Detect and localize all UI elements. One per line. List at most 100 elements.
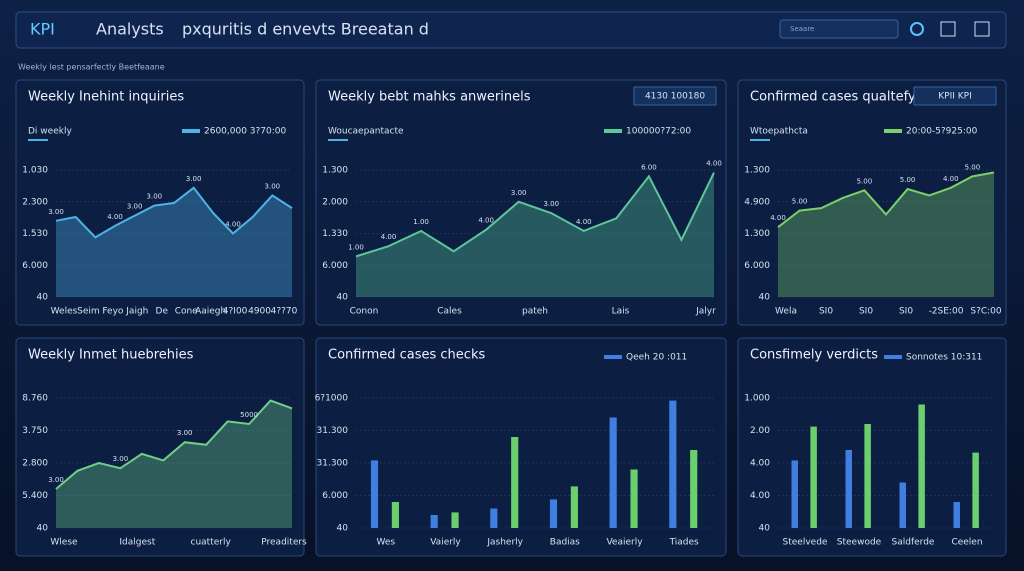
data-label: 5.00: [792, 198, 808, 206]
panel-title: Confirmed cases checks: [328, 348, 485, 363]
y-tick-label: 5.400: [22, 491, 48, 501]
x-tick-label: Steewode: [837, 538, 882, 548]
x-tick-label: Steelvede: [783, 538, 828, 548]
legend-label: 2600,000 3?70:00: [204, 127, 287, 137]
legend-swatch: [604, 129, 622, 133]
icon-button[interactable]: [974, 21, 990, 37]
x-tick-label: Jasherly: [486, 538, 523, 548]
legend-swatch: [182, 129, 200, 133]
app-name: Analysts: [96, 20, 164, 39]
area-fill: [356, 172, 714, 297]
line: [355, 172, 715, 258]
line: [55, 399, 293, 490]
x-tick-label: Seim: [77, 307, 100, 317]
bar: [391, 502, 399, 528]
y-tick-label: 1.030: [22, 166, 48, 176]
x-tick-label: Conon: [350, 307, 379, 317]
y-tick-label: 40: [337, 293, 349, 303]
data-label: 4.00: [706, 160, 722, 168]
x-tick-label: Weles: [51, 307, 78, 317]
panel-subtitle: Woucaepantacte: [328, 127, 404, 137]
bar: [549, 499, 558, 528]
legend-label: 100000?72:00: [626, 127, 691, 137]
bar: [370, 460, 379, 528]
x-tick-label: 4??70: [271, 307, 298, 317]
legend-swatch: [884, 129, 902, 133]
data-label: 4.00: [225, 221, 241, 229]
x-tick-label: Ceelen: [951, 538, 982, 548]
data-label: 3.00: [265, 182, 281, 190]
icon-button[interactable]: [940, 21, 956, 37]
y-tick-label: 40: [337, 524, 349, 534]
panel: [15, 337, 305, 557]
data-label: 6.00: [641, 163, 657, 171]
x-tick-label: Veaierly: [606, 538, 643, 548]
x-tick-label: Badias: [550, 538, 580, 548]
legend-label: Sonnotes 10:311: [906, 353, 982, 363]
legend-label: Qeeh 20 :011: [626, 353, 687, 363]
x-tick-label: Idalgest: [119, 538, 155, 548]
panel-subtitle: Di weekly: [28, 127, 72, 137]
x-tick-label: Preaditers: [261, 538, 307, 548]
subheader: Weekly lest pensarfectly Beetfeaane: [18, 63, 165, 72]
data-label: 5.00: [965, 163, 981, 171]
x-tick-label: Wela: [775, 307, 797, 317]
data-label: 4.00: [943, 175, 959, 183]
panel-title: Weekly Inehint inquiries: [28, 90, 184, 105]
y-tick-label: 31.300: [317, 426, 349, 436]
legend-label: 20:00-5?925:00: [906, 127, 978, 137]
panel-button: [633, 86, 717, 106]
panel-title: Consfimely verdicts: [750, 348, 878, 363]
x-tick-label: cuatterly: [191, 538, 232, 548]
data-label: 3.00: [48, 208, 64, 216]
y-tick-label: 3.750: [22, 426, 48, 436]
bar: [430, 515, 438, 528]
bar: [690, 450, 698, 528]
panel-button-label: KPII KPI: [938, 92, 971, 102]
data-label: 4.00: [576, 218, 592, 226]
y-tick-label: 6?1000: [315, 394, 349, 404]
bar: [609, 417, 617, 528]
y-tick-label: 1.000: [744, 394, 770, 404]
x-tick-label: 4900: [248, 307, 271, 317]
x-tick-label: SI0: [819, 307, 833, 317]
x-tick-label: Saldferde: [892, 538, 935, 548]
bar: [630, 469, 638, 528]
panel: [15, 79, 305, 326]
bar: [953, 502, 960, 528]
panel-title: Weekly bebt mahks anwerinels: [328, 90, 531, 105]
y-tick-label: 6.000: [22, 261, 48, 271]
x-tick-label: -2SE:00: [929, 307, 964, 317]
search-box[interactable]: [779, 19, 899, 39]
y-tick-label: 1.300: [744, 166, 770, 176]
y-tick-label: 40: [37, 524, 49, 534]
legend-swatch: [884, 355, 902, 359]
y-tick-label: 40: [759, 293, 771, 303]
logo: KPI: [30, 20, 55, 39]
data-label: 3.00: [127, 203, 143, 211]
bar: [451, 512, 459, 528]
x-tick-label: Jaigh: [125, 307, 148, 317]
bar: [570, 486, 578, 528]
y-tick-label: 1.530: [22, 229, 48, 239]
panel-title: Weekly Inmet huebrehies: [28, 348, 194, 363]
data-label: 3.00: [177, 429, 193, 437]
bar: [490, 508, 498, 528]
data-label: 5.00: [900, 176, 916, 184]
bar: [791, 460, 798, 528]
legend-swatch: [604, 355, 622, 359]
y-tick-label: 6.000: [322, 491, 348, 501]
y-tick-label: 31.300: [317, 459, 349, 469]
y-tick-label: 4.900: [744, 197, 770, 207]
data-label: 1.00: [413, 218, 429, 226]
y-tick-label: 6.000: [744, 261, 770, 271]
panel: [315, 337, 727, 557]
y-tick-label: 1.330: [322, 229, 348, 239]
x-tick-label: Lais: [612, 307, 630, 317]
y-tick-label: 1.300: [322, 166, 348, 176]
data-label: 4.00: [107, 213, 123, 221]
icon-button[interactable]: [910, 22, 924, 36]
data-label: 4.00: [478, 217, 494, 225]
data-label: 4.00: [770, 214, 786, 222]
y-tick-label: 2.800: [22, 459, 48, 469]
